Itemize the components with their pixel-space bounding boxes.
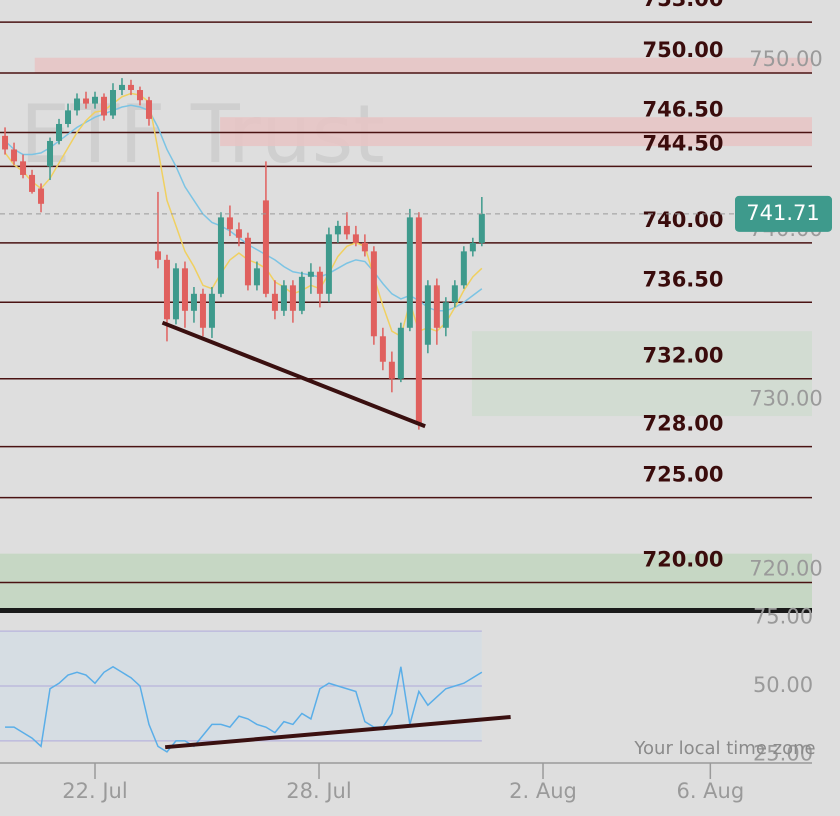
candle-body xyxy=(92,96,99,104)
rsi-line xyxy=(5,665,483,753)
candle-body xyxy=(370,251,377,337)
candle-body xyxy=(424,285,431,345)
candle-body xyxy=(199,293,206,328)
level-label: 746.50 xyxy=(642,97,723,121)
candle-body xyxy=(343,225,350,235)
level-label: 744.50 xyxy=(642,131,723,155)
zone xyxy=(0,553,812,608)
candle-body xyxy=(379,336,386,362)
candle-body xyxy=(172,268,179,320)
candle-body xyxy=(217,217,224,294)
candle-body xyxy=(11,149,18,162)
y-tick-label: 720.00 xyxy=(749,557,822,581)
trendline xyxy=(164,715,511,750)
candle-body xyxy=(2,135,9,150)
candle-body xyxy=(361,242,368,252)
candle-body xyxy=(325,234,332,294)
candle-body xyxy=(181,268,188,311)
level-label: 753.00 xyxy=(642,0,723,11)
level-label: 750.00 xyxy=(642,38,723,62)
candle-body xyxy=(352,234,359,243)
candle-body xyxy=(289,285,296,311)
candle-body xyxy=(442,302,449,328)
candle-body xyxy=(20,161,27,175)
level-label: 740.00 xyxy=(642,208,723,232)
zone xyxy=(471,331,812,417)
candle-body xyxy=(298,276,305,311)
candle-body xyxy=(163,259,170,320)
candle-body xyxy=(469,242,476,252)
candle-body xyxy=(47,140,54,167)
candle-body xyxy=(433,285,440,328)
candle-body xyxy=(415,217,422,425)
candle-body xyxy=(388,361,395,379)
candle-body xyxy=(280,285,287,311)
zone xyxy=(34,57,812,74)
candle-body xyxy=(29,174,36,192)
candle-body xyxy=(190,293,197,311)
y-tick-label: 730.00 xyxy=(749,387,822,411)
level-label: 732.00 xyxy=(642,344,723,368)
candle-body xyxy=(56,123,63,141)
candle-body xyxy=(208,293,215,328)
last-price-badge xyxy=(735,195,832,232)
candle-body xyxy=(316,271,323,294)
y-tick-label: 25.00 xyxy=(753,742,813,766)
candle-body xyxy=(109,90,116,116)
candle-body xyxy=(235,229,242,238)
zone xyxy=(220,117,813,147)
candle-body xyxy=(334,225,341,235)
candle-body xyxy=(100,96,107,116)
x-tick-label: 28. Jul xyxy=(286,779,351,803)
candle-body xyxy=(136,90,143,101)
candle-body xyxy=(460,251,467,286)
candle-body xyxy=(451,285,458,303)
y-tick-label: 50.00 xyxy=(753,673,813,697)
y-tick-label: 750.00 xyxy=(749,47,822,71)
level-label: 725.00 xyxy=(642,463,723,487)
candle-body xyxy=(406,217,413,328)
candle-body xyxy=(307,271,314,277)
level-label: 736.50 xyxy=(642,267,723,291)
candle-body xyxy=(226,217,233,230)
candle-body xyxy=(244,237,251,286)
candle-body xyxy=(253,268,260,286)
candle-body xyxy=(478,213,485,243)
candle-body xyxy=(145,100,152,119)
x-tick-label: 2. Aug xyxy=(509,779,577,803)
level-label: 720.00 xyxy=(642,548,723,572)
x-tick-label: 6. Aug xyxy=(676,779,744,803)
candle-body xyxy=(65,110,72,124)
candle-body xyxy=(154,251,161,260)
candle-body xyxy=(118,84,125,91)
trendline xyxy=(161,320,426,429)
candle-body xyxy=(127,84,134,91)
y-tick-label: 75.00 xyxy=(753,604,813,628)
candle-body xyxy=(271,293,278,311)
level-label: 728.00 xyxy=(642,412,723,436)
candle-body xyxy=(397,327,404,379)
last-price-label: 741.71 xyxy=(746,201,819,225)
candle-body xyxy=(38,188,45,204)
candle-body xyxy=(83,98,90,104)
panel-separator xyxy=(0,608,812,613)
candle-body xyxy=(262,200,269,294)
candle-body xyxy=(74,98,81,111)
timezone-note: Your local time zone xyxy=(633,738,815,759)
x-tick-label: 22. Jul xyxy=(62,779,127,803)
